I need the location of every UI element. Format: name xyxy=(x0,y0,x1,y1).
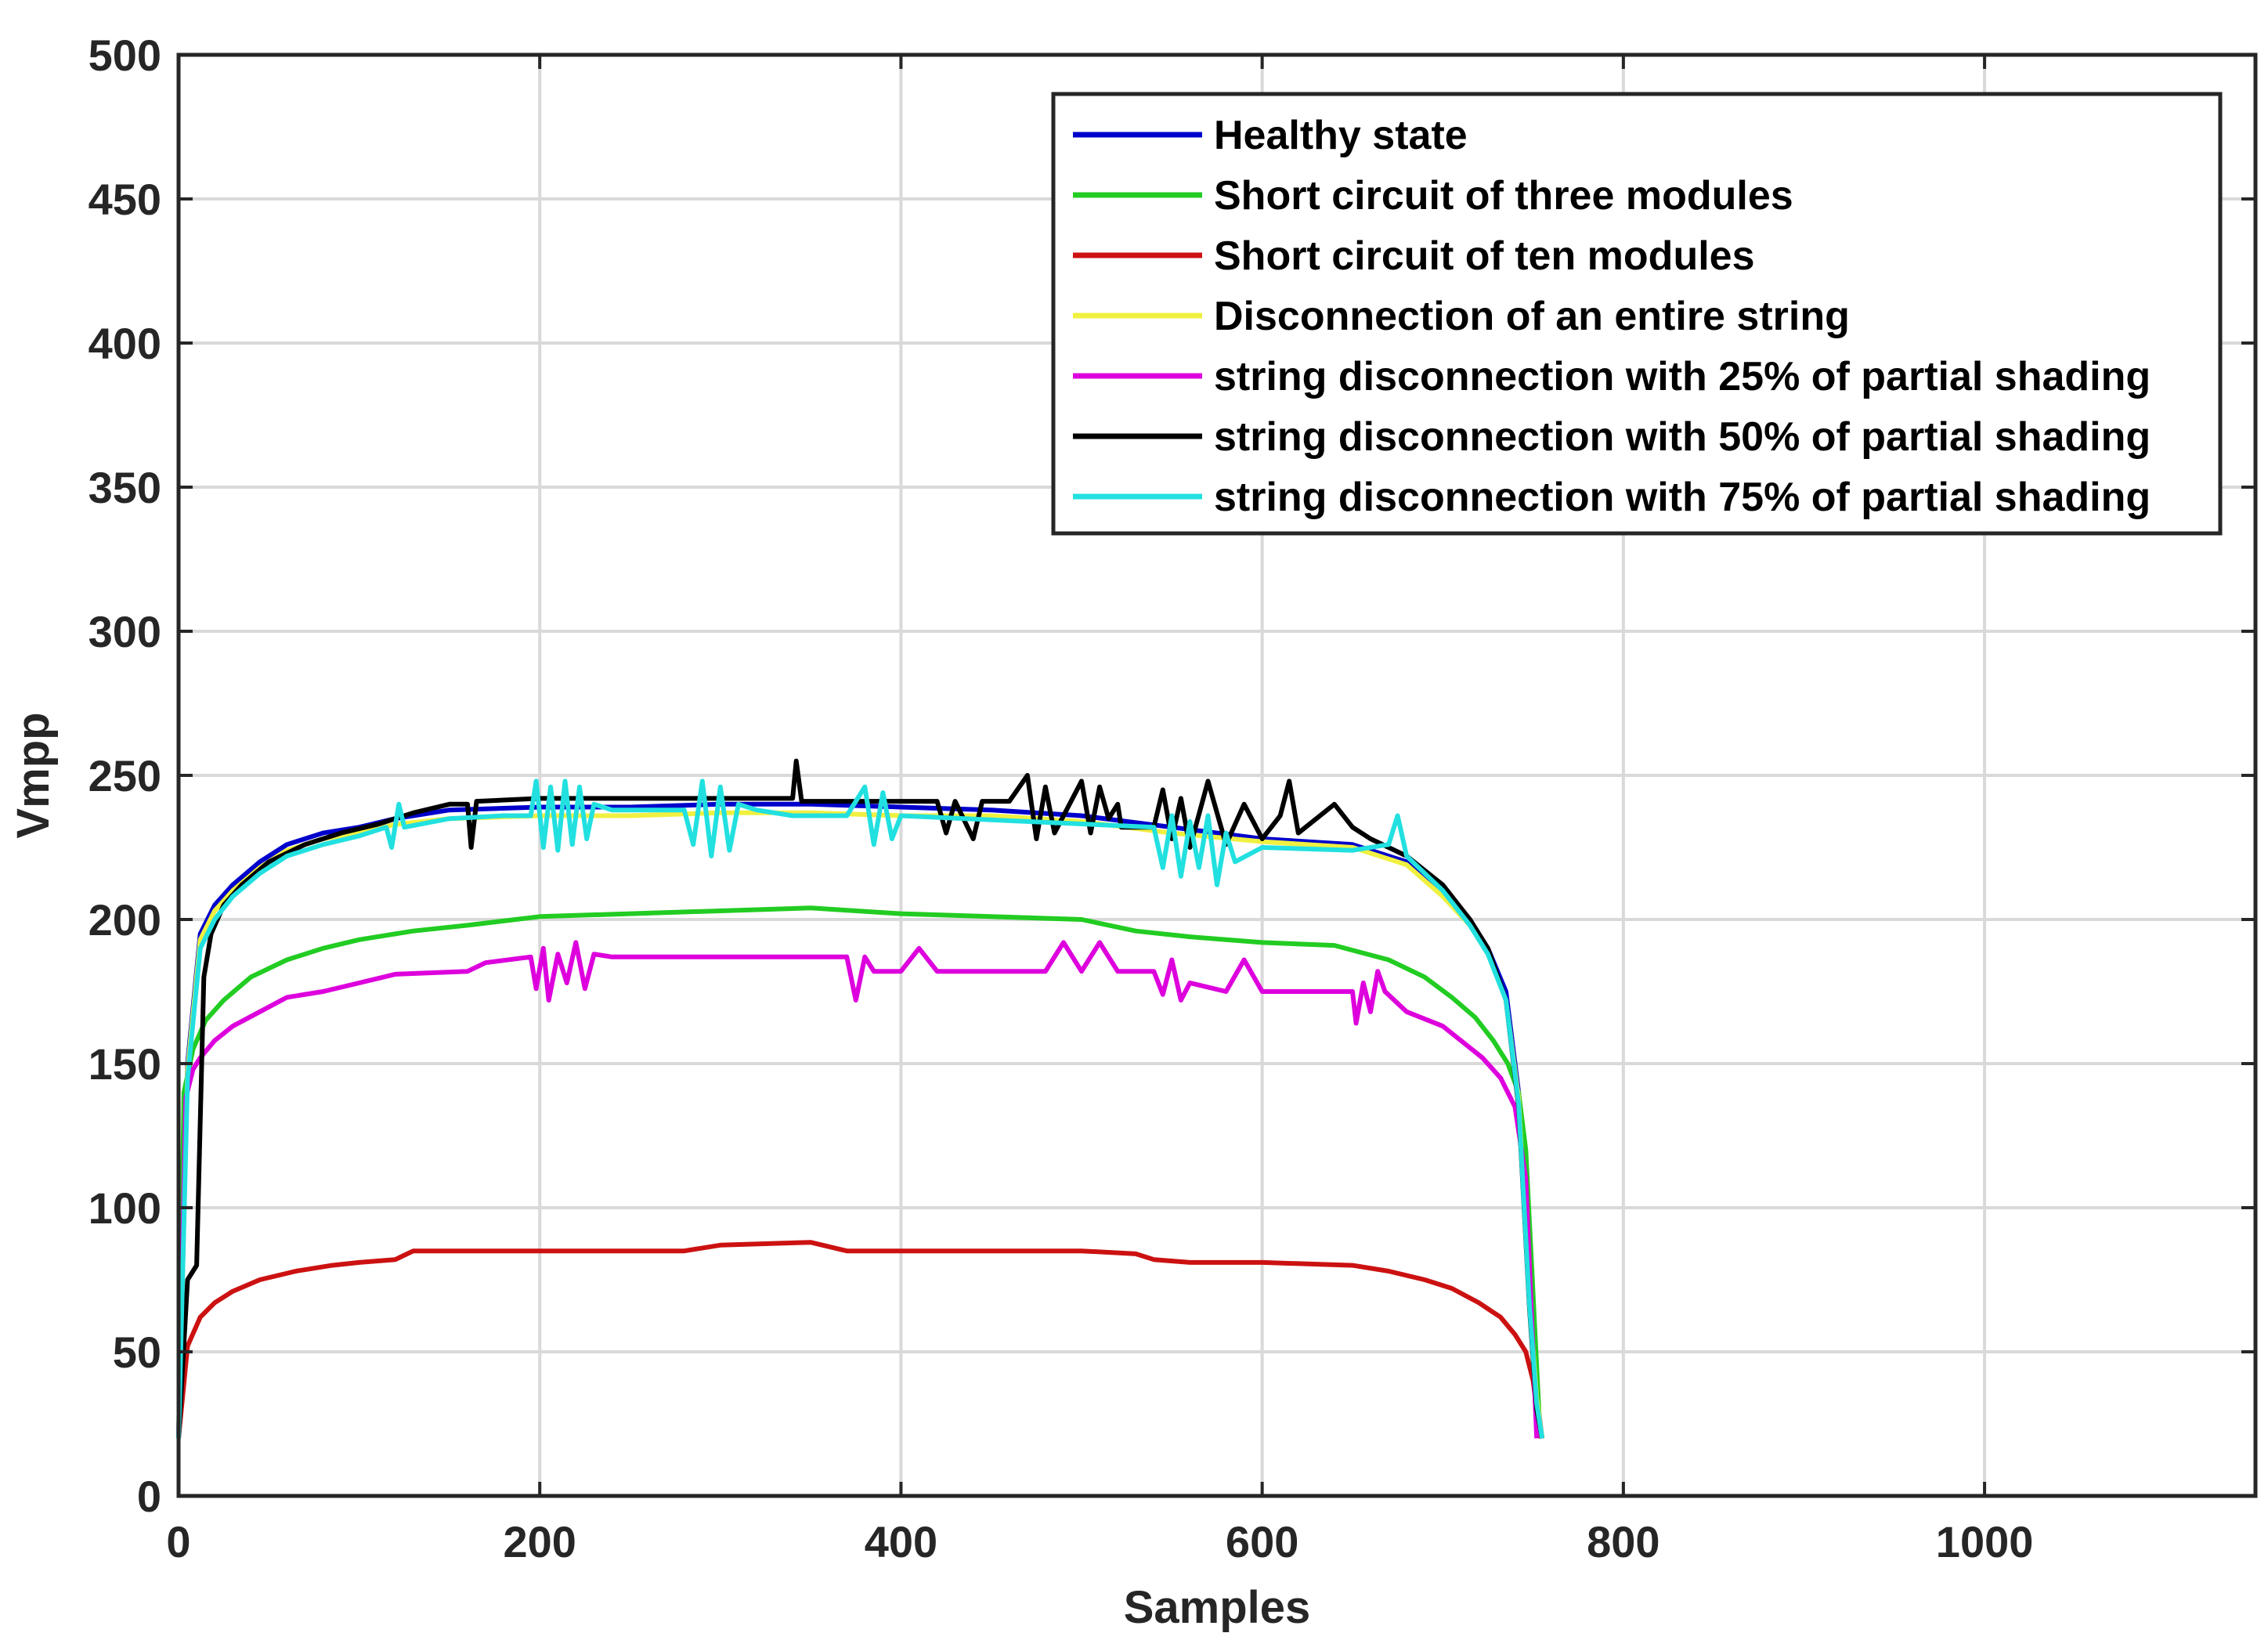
y-tick-label: 100 xyxy=(88,1183,161,1233)
y-tick-label: 250 xyxy=(88,751,161,800)
series-line-5 xyxy=(176,940,1540,1439)
x-tick-label: 600 xyxy=(1226,1517,1298,1566)
legend-label: string disconnection with 75% of partial… xyxy=(1214,475,2151,520)
y-tick-label: 500 xyxy=(88,31,161,80)
series-lines xyxy=(176,758,1545,1439)
y-tick-label: 50 xyxy=(113,1328,161,1377)
legend-label: string disconnection with 25% of partial… xyxy=(1214,354,2151,399)
legend-label: Healthy state xyxy=(1214,113,1468,158)
series-line-7 xyxy=(176,779,1545,1439)
legend-label: Short circuit of three modules xyxy=(1214,173,1793,219)
x-tick-label: 400 xyxy=(865,1517,937,1566)
series-line-6 xyxy=(176,758,1545,1439)
y-tick-label: 350 xyxy=(88,463,161,512)
legend-box xyxy=(1051,92,2223,536)
series-line-3 xyxy=(176,1240,1543,1439)
y-tick-label: 450 xyxy=(88,175,161,224)
legend-label: Short circuit of ten modules xyxy=(1214,233,1755,279)
axis-ticks: 0 200 400 600 800 1000 0 50 100 150 200 250 300 350 40… xyxy=(88,31,2255,1566)
series-line-2 xyxy=(176,905,1543,1439)
y-axis-label: Vmpp xyxy=(8,712,59,838)
legend: Healthy state Short circuit of three modu… xyxy=(1051,92,2223,536)
legend-label: Disconnection of an entire string xyxy=(1214,294,1850,339)
x-tick-label: 1000 xyxy=(1936,1517,2034,1566)
y-tick-label: 150 xyxy=(88,1039,161,1089)
legend-label: string disconnection with 50% of partial… xyxy=(1214,414,2151,460)
y-tick-label: 200 xyxy=(88,895,161,945)
x-tick-label: 200 xyxy=(503,1517,576,1566)
y-tick-label: 400 xyxy=(88,319,161,368)
y-tick-label: 0 xyxy=(137,1472,161,1521)
y-tick-label: 300 xyxy=(88,607,161,656)
x-tick-label: 0 xyxy=(166,1517,190,1566)
x-axis-label: Samples xyxy=(1124,1582,1311,1633)
x-tick-label: 800 xyxy=(1587,1517,1659,1566)
